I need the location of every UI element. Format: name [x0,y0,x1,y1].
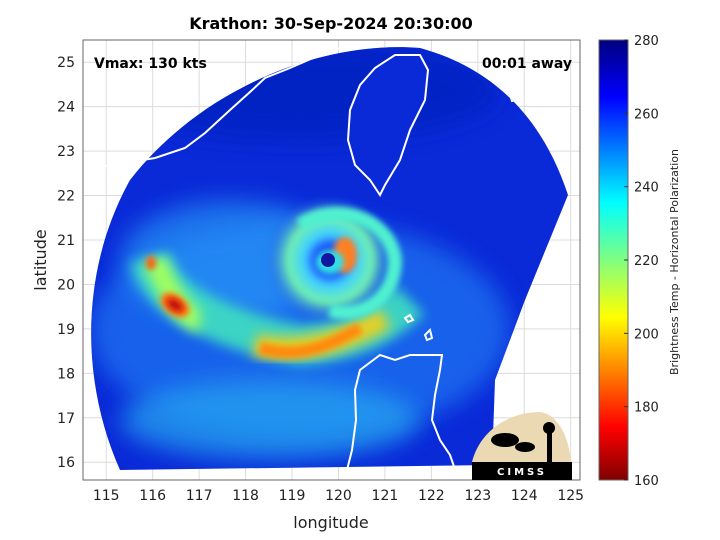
x-tick-labels: 115 116 117 118 119 120 121 122 123 124 125 [93,488,584,504]
y-tick-label: 19 [57,322,75,338]
x-tick-label: 116 [139,488,166,504]
x-tick-label: 124 [511,488,538,504]
colorbar-tick-labels: 160 180 200 220 240 260 280 [624,34,659,489]
y-tick-label: 16 [57,455,75,471]
x-tick-label: 118 [232,488,259,504]
y-tick-label: 22 [57,189,75,205]
x-axis-label: longitude [293,513,368,532]
x-tick-label: 123 [464,488,491,504]
logo-text: CIMSS [497,467,547,478]
y-tick-label: 21 [57,233,75,249]
x-tick-label: 125 [557,488,584,504]
colorbar-tick-label: 160 [634,474,659,489]
y-axis-label: latitude [31,229,50,290]
x-tick-label: 122 [418,488,445,504]
x-tick-label: 119 [279,488,306,504]
y-tick-label: 20 [57,277,75,293]
colorbar-tick-label: 180 [634,401,659,416]
time-offset-annotation: 00:01 away [482,56,572,72]
colorbar-label: Brightness Temp - Horizontal Polarizatio… [668,149,681,375]
colorbar [598,39,629,481]
colorbar-tick-label: 240 [634,181,659,196]
colorbar-tick-label: 280 [634,34,659,49]
y-tick-label: 24 [57,100,75,116]
x-tick-label: 115 [93,488,120,504]
y-tick-label: 23 [57,144,75,160]
colorbar-tick-label: 220 [634,254,659,269]
cimss-logo: CIMSS [472,412,572,480]
x-tick-label: 121 [372,488,399,504]
y-tick-label: 25 [57,55,75,71]
vmax-annotation: Vmax: 130 kts [94,56,207,72]
y-tick-labels: 16 17 18 19 20 21 22 23 24 25 [57,55,75,471]
chart-title: Krathon: 30-Sep-2024 20:30:00 [189,14,473,33]
x-tick-label: 120 [325,488,352,504]
y-tick-label: 18 [57,366,75,382]
colorbar-tick-label: 200 [634,327,659,342]
plot-frame [82,39,581,481]
brightness-field [83,43,568,479]
colorbar-tick-label: 260 [634,107,659,122]
coastlines [83,43,552,479]
x-tick-label: 117 [186,488,213,504]
y-tick-label: 17 [57,411,75,427]
